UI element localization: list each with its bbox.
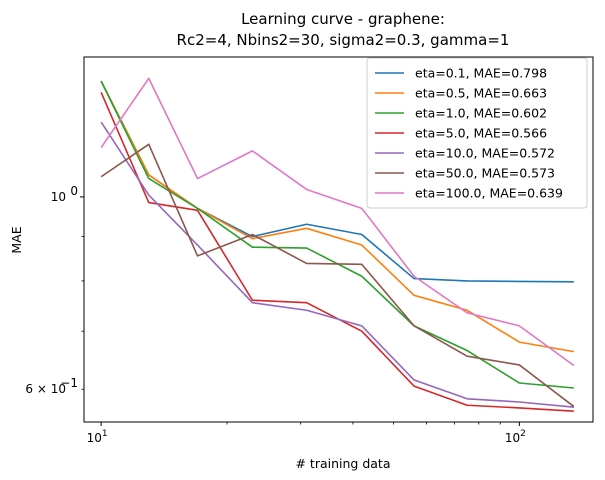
- ticks-layer: 101 102 10 0 6 × 10−1: [25, 184, 525, 445]
- x-tick-label-0: 101: [87, 429, 108, 445]
- y-tick-label-0: 10: [51, 190, 66, 204]
- legend-label-1: eta=0.5, MAE=0.663: [415, 86, 547, 101]
- legend-label-5: eta=50.0, MAE=0.573: [415, 166, 555, 181]
- series-line-4: [100, 121, 574, 409]
- series-line-3: [100, 92, 574, 412]
- x-tick-label-1: 102: [505, 429, 526, 445]
- y-tick-exponent-1: −1: [60, 376, 78, 390]
- legend-label-2: eta=1.0, MAE=0.602: [415, 106, 547, 121]
- series-line-5: [100, 143, 575, 408]
- series-layer: [100, 77, 575, 412]
- series-line-1: [100, 80, 574, 353]
- chart-title-line-2: Rc2=4, Nbins2=30, sigma2=0.3, gamma=1: [177, 31, 510, 49]
- y-tick-label-1: 6 × 10: [25, 382, 66, 396]
- x-axis-label: # training data: [295, 456, 390, 471]
- plot-frame: [83, 56, 594, 423]
- series-line-6: [100, 77, 575, 367]
- legend: eta=0.1, MAE=0.798 eta=0.5, MAE=0.663 eta=…: [366, 57, 588, 209]
- legend-label-4: eta=10.0, MAE=0.572: [415, 146, 555, 161]
- series-line-2: [100, 80, 574, 389]
- y-tick-exponent-0: 0: [70, 184, 78, 198]
- chart-title-line-1: Learning curve - graphene:: [241, 10, 445, 28]
- legend-box: [366, 57, 588, 209]
- y-axis-label: MAE: [9, 226, 24, 253]
- legend-label-3: eta=5.0, MAE=0.566: [415, 126, 547, 141]
- legend-label-6: eta=100.0, MAE=0.639: [415, 186, 563, 201]
- legend-label-0: eta=0.1, MAE=0.798: [415, 66, 547, 81]
